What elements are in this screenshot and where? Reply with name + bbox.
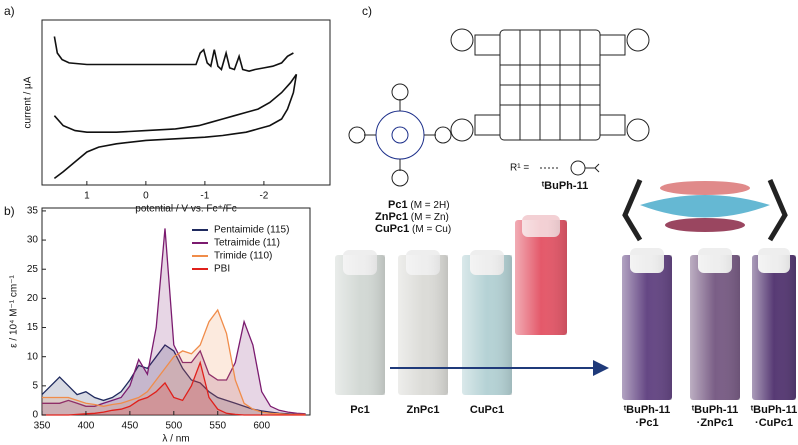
series-line <box>42 228 306 415</box>
y-tick-label: 0 <box>32 410 38 421</box>
legend-label: Tetraimide (11) <box>214 238 280 249</box>
pc-name: Pc1 (M = 2H) <box>388 199 450 211</box>
y-tick-label: 25 <box>27 264 39 275</box>
y-tick-label: 35 <box>27 206 39 217</box>
x-tick-label: -1 <box>200 191 209 202</box>
pc-name: CuPc1 (M = Cu) <box>375 223 451 235</box>
y-tick-label: 15 <box>27 322 39 333</box>
x-axis-label: potential / V vs. Fc⁺/Fc <box>135 204 236 215</box>
y-tick-label: 5 <box>32 380 38 391</box>
x-tick-label: -2 <box>259 191 268 202</box>
pc-name: ZnPc1 (M = Zn) <box>375 211 449 223</box>
cuvette <box>335 250 385 395</box>
y-tick-label: 10 <box>27 351 39 362</box>
legend-label: Pentaimide (115) <box>214 225 289 236</box>
cuvette <box>462 250 512 395</box>
x-tick-label: 450 <box>122 421 139 432</box>
series-line <box>53 36 294 73</box>
cuvette-label: ·CuPc1 <box>755 417 793 429</box>
legend-label: PBI <box>214 264 230 275</box>
cuvette-label: ᵗBuPh-11 <box>624 404 670 416</box>
cuvette-label: ᵗBuPh-11 <box>692 404 738 416</box>
x-tick-label: 0 <box>143 191 149 202</box>
cuvette-label: CuPc1 <box>470 404 504 416</box>
host-structure <box>450 28 650 176</box>
panel-label: a) <box>4 4 15 18</box>
cuvette-label: ᵗBuPh-11 <box>751 404 797 416</box>
cuvette <box>752 248 796 400</box>
cuvette-label: ·Pc1 <box>635 417 658 429</box>
y-tick-label: 30 <box>27 235 39 246</box>
cuvette <box>515 215 567 335</box>
y-axis-label: current / μA <box>23 76 34 128</box>
cuvettes <box>335 215 796 400</box>
host-name: ᵗBuPh-11 <box>542 180 588 192</box>
legend-label: Trimide (110) <box>214 251 272 262</box>
area-fill <box>42 310 306 415</box>
x-tick-label: 550 <box>209 421 226 432</box>
y-tick-label: 20 <box>27 293 39 304</box>
cuvette-label: ZnPc1 <box>406 404 439 416</box>
area-fill <box>42 362 306 415</box>
x-axis-label: λ / nm <box>162 434 189 445</box>
cuvette <box>690 248 740 400</box>
x-tick-label: 1 <box>84 191 90 202</box>
cuvette <box>398 250 448 395</box>
x-tick-label: 350 <box>34 421 51 432</box>
cuvette-label: ·ZnPc1 <box>697 417 734 429</box>
series-line <box>53 73 298 180</box>
cuvette <box>622 248 672 400</box>
substituent: R¹ = <box>510 163 529 174</box>
cuvette-label: Pc1 <box>350 404 370 416</box>
model-3d <box>622 179 788 242</box>
area-fill <box>42 228 306 415</box>
plot-frame <box>41 19 331 186</box>
panel-label: b) <box>4 204 15 218</box>
x-tick-label: 600 <box>253 421 270 432</box>
x-tick-label: 500 <box>165 421 182 432</box>
y-axis-label: ε / 10⁴ M⁻¹ cm⁻¹ <box>9 275 20 348</box>
series-line <box>41 344 306 416</box>
panel-label: c) <box>362 4 372 18</box>
area-fill <box>42 345 306 415</box>
plot-frame <box>41 207 311 416</box>
pc-structure <box>348 83 452 187</box>
x-tick-label: 400 <box>78 421 95 432</box>
